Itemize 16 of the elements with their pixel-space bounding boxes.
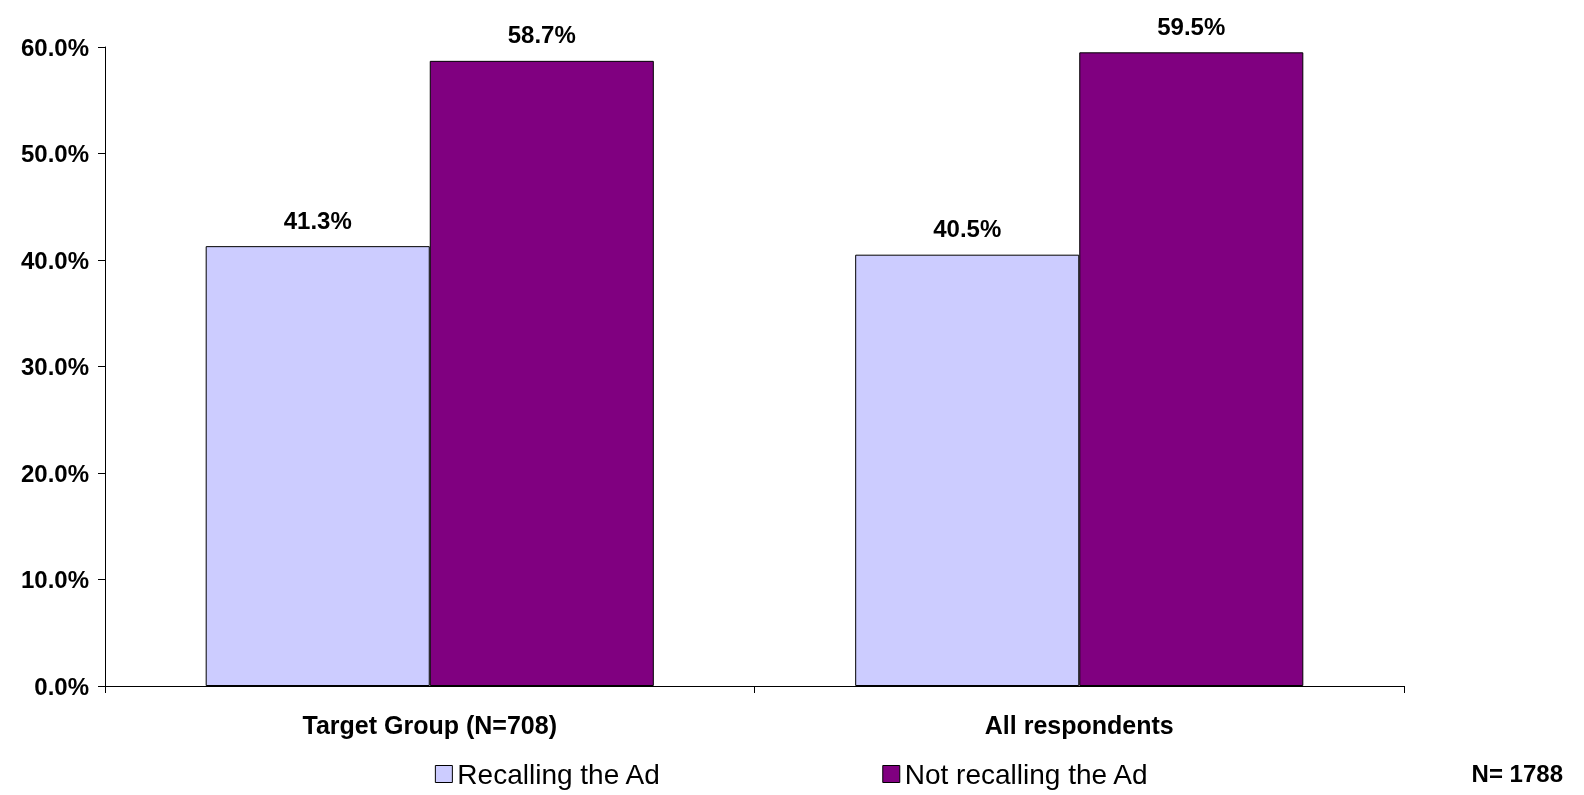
y-tick-label: 60.0% [20, 33, 89, 61]
legend-label: Not recalling the Ad [904, 758, 1148, 790]
legend-label: Recalling the Ad [457, 758, 660, 790]
x-tick-label: Target Group (N=708) [302, 710, 557, 739]
x-tick-label: All respondents [984, 710, 1174, 739]
y-tick-label: 0.0% [34, 672, 89, 700]
y-tick-label: 50.0% [20, 140, 89, 167]
text: N= 1788 [1471, 759, 1563, 787]
y-tick-label: 20.0% [20, 459, 89, 487]
y-tick-label: 30.0% [20, 353, 89, 380]
y-tick-label: 40.0% [20, 246, 89, 274]
data-label: 41.3% [283, 206, 352, 234]
data-label: 40.5% [933, 215, 1002, 243]
y-tick-label: 10.0% [20, 566, 89, 593]
data-label: 58.7% [507, 21, 576, 49]
data-label: 59.5% [1157, 12, 1226, 40]
